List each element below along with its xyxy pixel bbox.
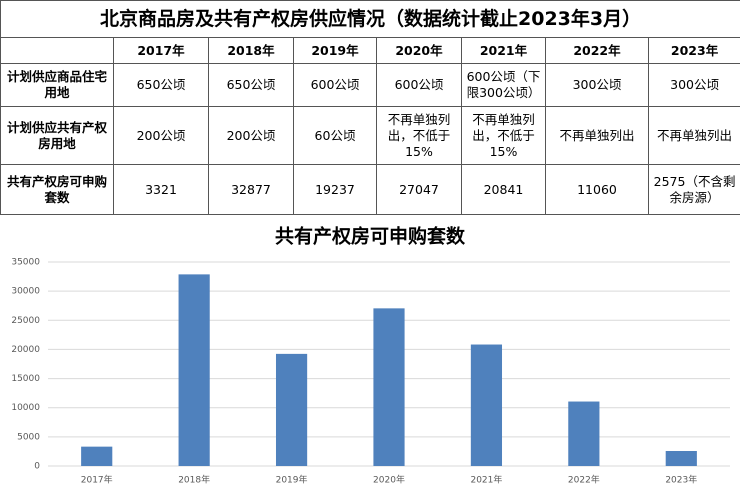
column-header: 2023年 xyxy=(647,37,740,64)
bar xyxy=(568,401,600,466)
chart: 共有产权房可申购套数 0 5000 10000 15000 20000 25000 3000… xyxy=(11,225,730,486)
table-cell: 200公顷 xyxy=(208,106,294,165)
column-header: 2020年 xyxy=(376,37,462,64)
table-cell: 600公顷 xyxy=(293,63,377,107)
column-header: 2019年 xyxy=(293,37,377,64)
table-cell: 19237 xyxy=(293,164,377,215)
table-cell: 300公顷 xyxy=(647,63,740,107)
table-cell: 60公顷 xyxy=(293,106,377,165)
y-tick-label: 0 xyxy=(34,462,40,472)
table-row: 计划供应共有产权房用地 200公顷 200公顷 60公顷 不再单独列出，不低于15% 不再… xyxy=(0,106,740,165)
column-header: 2018年 xyxy=(208,37,294,64)
column-header: 2022年 xyxy=(545,37,649,64)
row-label: 共有产权房可申购套数 xyxy=(0,164,114,215)
x-tick-label: 2018年 xyxy=(178,474,210,486)
table-cell: 不再单独列出 xyxy=(545,106,649,165)
bar xyxy=(81,446,113,466)
table-cell: 200公顷 xyxy=(113,106,209,165)
table-cell: 600公顷（下限300公顷） xyxy=(461,63,546,107)
table-row: 共有产权房可申购套数 3321 32877 19237 27047 20841 11060 2… xyxy=(0,164,740,215)
bar xyxy=(275,353,308,466)
y-tick-label: 15000 xyxy=(11,374,40,384)
bar xyxy=(178,274,210,466)
table-cell: 600公顷 xyxy=(376,63,462,107)
y-tick-label: 10000 xyxy=(11,403,40,413)
row-label: 计划供应共有产权房用地 xyxy=(0,106,114,165)
y-tick-label: 35000 xyxy=(11,258,40,268)
table-title: 北京商品房及共有产权房供应情况（数据统计截止2023年3月） xyxy=(0,0,740,38)
bar xyxy=(665,450,697,466)
y-tick-label: 5000 xyxy=(17,432,40,442)
x-tick-label: 2022年 xyxy=(568,474,600,486)
chart-title: 共有产权房可申购套数 xyxy=(275,225,466,248)
y-tick-label: 25000 xyxy=(11,316,40,326)
table-cell: 650公顷 xyxy=(113,63,209,107)
table-cell: 不再单独列出 xyxy=(647,106,740,165)
row-label: 计划供应商品住宅用地 xyxy=(0,63,114,107)
x-tick-label: 2020年 xyxy=(373,474,405,486)
corner xyxy=(0,37,114,64)
bar xyxy=(470,344,503,466)
x-tick-label: 2023年 xyxy=(665,474,697,486)
x-tick-label: 2017年 xyxy=(81,474,113,486)
table-cell: 650公顷 xyxy=(208,63,294,107)
column-header: 2021年 xyxy=(461,37,546,64)
supply-table: 北京商品房及共有产权房供应情况（数据统计截止2023年3月） 2017年 2018… xyxy=(0,0,740,215)
table-cell: 27047 xyxy=(376,164,462,215)
table-cell: 32877 xyxy=(208,164,294,215)
y-tick-label: 30000 xyxy=(11,287,40,297)
column-header: 2017年 xyxy=(113,37,209,64)
table-cell: 不再单独列出，不低于15% xyxy=(376,106,462,165)
table-cell: 300公顷 xyxy=(545,63,649,107)
table-cell: 3321 xyxy=(113,164,209,215)
bar xyxy=(373,308,405,466)
table-row: 计划供应商品住宅用地 650公顷 650公顷 600公顷 600公顷 600公顷（下限30… xyxy=(0,63,740,107)
table-cell: 11060 xyxy=(545,164,649,215)
x-tick-label: 2019年 xyxy=(276,474,308,486)
table-cell: 2575（不含剩余房源） xyxy=(647,164,740,215)
table-cell: 20841 xyxy=(461,164,546,215)
x-tick-label: 2021年 xyxy=(470,474,502,486)
table-cell: 不再单独列出，不低于15% xyxy=(461,106,546,165)
y-tick-label: 20000 xyxy=(11,345,40,355)
